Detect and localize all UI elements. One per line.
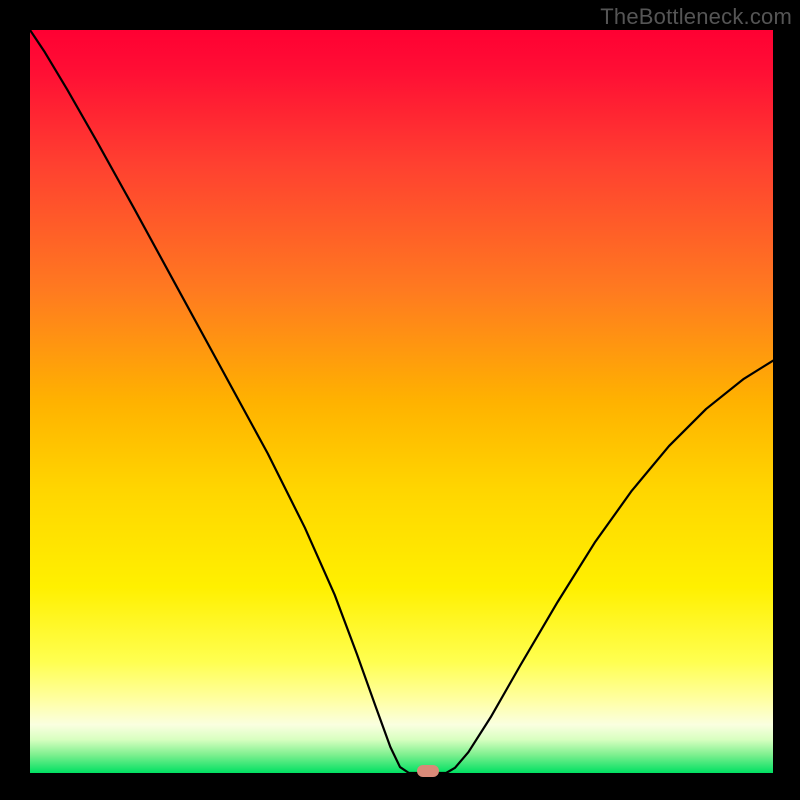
chart-container: TheBottleneck.com [0,0,800,800]
curve-svg [0,0,800,800]
bottleneck-curve [30,30,773,773]
optimum-marker [417,765,439,777]
watermark-text: TheBottleneck.com [600,4,792,30]
